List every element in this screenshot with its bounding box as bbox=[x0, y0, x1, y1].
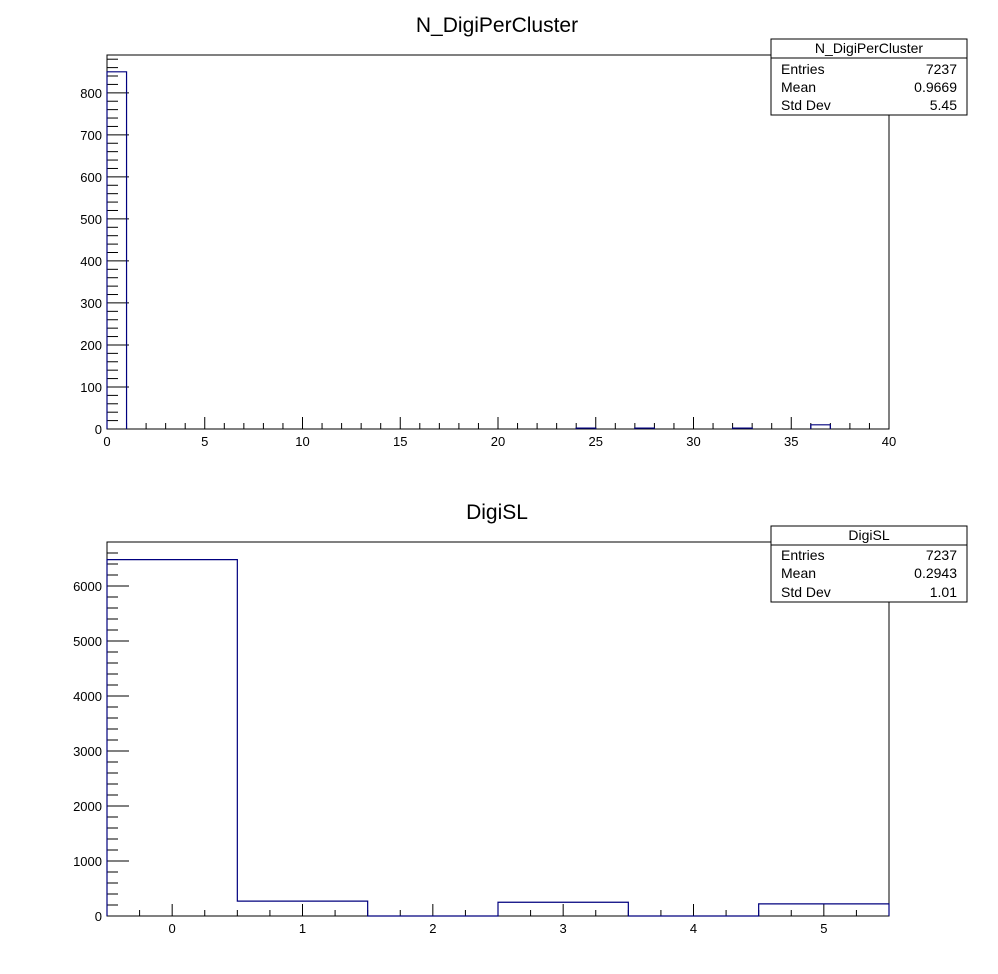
x-tick-label: 4 bbox=[690, 921, 697, 936]
histogram-bin bbox=[107, 560, 237, 916]
histogram-bin bbox=[811, 425, 831, 429]
histogram-outline bbox=[106, 71, 831, 429]
stats-box: DigiSL Entries 7237 Mean 0.2943 Std Dev … bbox=[770, 525, 968, 603]
y-tick-label: 800 bbox=[80, 86, 102, 101]
chart-title: DigiSL bbox=[466, 501, 528, 524]
x-tick-label: 30 bbox=[686, 434, 700, 449]
y-tick-label: 0 bbox=[95, 909, 102, 924]
stats-mean-label: Mean bbox=[781, 565, 816, 581]
stats-mean-value: 0.2943 bbox=[914, 565, 957, 581]
x-tick-label: 5 bbox=[201, 434, 208, 449]
stats-stddev-value: 1.01 bbox=[930, 584, 957, 600]
stats-box-title: DigiSL bbox=[848, 527, 889, 543]
x-tick-label: 5 bbox=[820, 921, 827, 936]
stats-entries-value: 7237 bbox=[926, 547, 957, 563]
y-tick-label: 500 bbox=[80, 212, 102, 227]
stats-box-title: N_DigiPerCluster bbox=[815, 40, 923, 56]
histogram-outline bbox=[106, 559, 890, 917]
chart-title: N_DigiPerCluster bbox=[416, 14, 578, 37]
stats-stddev-value: 5.45 bbox=[930, 97, 957, 113]
x-tick-label: 35 bbox=[784, 434, 798, 449]
y-tick-label: 0 bbox=[95, 422, 102, 437]
x-axis-tick-labels: 0 5 10 15 20 25 30 35 40 bbox=[103, 434, 896, 449]
y-axis-tick-labels: 0 100 200 300 400 500 600 700 800 bbox=[80, 86, 102, 437]
stats-mean-label: Mean bbox=[781, 79, 816, 95]
stats-stddev-label: Std Dev bbox=[781, 584, 831, 600]
stats-entries-value: 7237 bbox=[926, 61, 957, 77]
pad-n-digi-per-cluster: N_DigiPerCluster 0 5 10 15 20 25 30 35 40 0 100 20… bbox=[80, 14, 968, 449]
stats-entries-label: Entries bbox=[781, 61, 825, 77]
y-tick-label: 300 bbox=[80, 296, 102, 311]
stats-mean-value: 0.9669 bbox=[914, 79, 957, 95]
x-tick-label: 0 bbox=[103, 434, 110, 449]
y-tick-label: 5000 bbox=[73, 634, 102, 649]
x-tick-label: 2 bbox=[429, 921, 436, 936]
y-tick-label: 600 bbox=[80, 170, 102, 185]
x-tick-label: 1 bbox=[299, 921, 306, 936]
y-tick-label: 400 bbox=[80, 254, 102, 269]
y-tick-label: 1000 bbox=[73, 854, 102, 869]
x-tick-label: 0 bbox=[169, 921, 176, 936]
y-tick-label: 2000 bbox=[73, 799, 102, 814]
x-tick-label: 40 bbox=[882, 434, 896, 449]
stats-box-frame bbox=[770, 525, 968, 603]
y-tick-label: 700 bbox=[80, 128, 102, 143]
y-tick-label: 100 bbox=[80, 380, 102, 395]
y-tick-label: 200 bbox=[80, 338, 102, 353]
stats-entries-label: Entries bbox=[781, 547, 825, 563]
x-tick-label: 15 bbox=[393, 434, 407, 449]
x-tick-label: 25 bbox=[589, 434, 603, 449]
x-tick-label: 10 bbox=[295, 434, 309, 449]
stats-stddev-label: Std Dev bbox=[781, 97, 831, 113]
y-tick-label: 4000 bbox=[73, 689, 102, 704]
histogram-bin bbox=[107, 72, 127, 429]
stats-box: N_DigiPerCluster Entries 7237 Mean 0.966… bbox=[770, 38, 968, 116]
y-tick-label: 3000 bbox=[73, 744, 102, 759]
x-tick-label: 3 bbox=[560, 921, 567, 936]
y-tick-label: 6000 bbox=[73, 579, 102, 594]
y-axis-tick-labels: 0 1000 2000 3000 4000 5000 6000 bbox=[73, 579, 102, 924]
x-tick-label: 20 bbox=[491, 434, 505, 449]
axis-ticks bbox=[106, 541, 890, 917]
x-axis-tick-labels: 0 1 2 3 4 5 bbox=[169, 921, 828, 936]
stats-box-frame bbox=[770, 38, 968, 116]
